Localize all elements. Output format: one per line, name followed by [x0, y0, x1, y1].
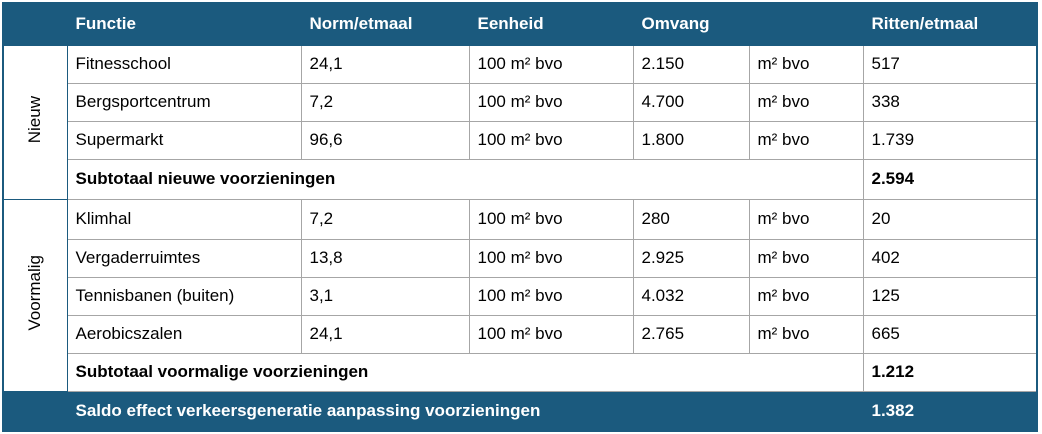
- table-cell: m² bvo: [748, 120, 864, 160]
- table-cell: 125: [862, 276, 1038, 316]
- table-cell: 100 m² bvo: [468, 314, 634, 354]
- table-cell: 280: [632, 198, 750, 240]
- total-value: 1.382: [862, 390, 1038, 432]
- table-cell: m² bvo: [748, 238, 864, 278]
- table-cell: 1.800: [632, 120, 750, 160]
- table-cell: 338: [862, 82, 1038, 122]
- table-row: Nieuw Fitnesschool 24,1 100 m² bvo 2.150 m² b…: [2, 44, 1038, 200]
- table-cell: m² bvo: [748, 198, 864, 240]
- table-cell: 100 m² bvo: [468, 198, 634, 240]
- table-cell: 100 m² bvo: [468, 276, 634, 316]
- table-cell: 96,6: [300, 120, 470, 160]
- table-row: Subtotaal nieuwe voorzieningen 2.594: [3, 158, 1038, 200]
- table-cell: m² bvo: [748, 276, 864, 316]
- table-row: Tennisbanen (buiten) 3,1 100 m² bvo 4.032 m²…: [3, 276, 1038, 316]
- table-cell: 665: [862, 314, 1038, 354]
- table-cell: Klimhal: [66, 198, 302, 240]
- header-cell: Omvang: [632, 2, 864, 46]
- group-label: Nieuw: [25, 95, 45, 144]
- table-cell: 24,1: [300, 44, 470, 84]
- table-cell: 402: [862, 238, 1038, 278]
- subtotal-value: 2.594: [862, 158, 1038, 200]
- subtotal-label: Subtotaal nieuwe voorzieningen: [66, 158, 864, 200]
- table-row: Functie Norm/etmaal Eenheid Omvang Ritten/et…: [2, 2, 1038, 46]
- table-cell: 3,1: [300, 276, 470, 316]
- table-cell: 2.925: [632, 238, 750, 278]
- table-row: Saldo effect verkeersgeneratie aanpassin…: [2, 390, 1038, 432]
- table-row: Bergsportcentrum 7,2 100 m² bvo 4.700 m² bvo…: [3, 82, 1038, 122]
- table-row: Subtotaal voormalige voorzieningen 1.212: [3, 352, 1038, 392]
- table-cell: 100 m² bvo: [468, 82, 634, 122]
- header-cell: Functie: [66, 2, 302, 46]
- group-label-cell: Voormalig: [2, 198, 68, 392]
- table-cell: m² bvo: [748, 82, 864, 122]
- total-label: Saldo effect verkeersgeneratie aanpassin…: [66, 390, 864, 432]
- table-cell: 100 m² bvo: [468, 120, 634, 160]
- subtotal-value: 1.212: [862, 352, 1038, 392]
- table-cell: 100 m² bvo: [468, 44, 634, 84]
- table-cell: m² bvo: [748, 314, 864, 354]
- table-cell: 2.150: [632, 44, 750, 84]
- table-row: Voormalig Klimhal 7,2 100 m² bvo 280 m² bvo 20: [2, 198, 1038, 392]
- header-corner: [2, 2, 68, 46]
- table-cell: 4.700: [632, 82, 750, 122]
- total-corner: [2, 390, 68, 432]
- group-label: Voormalig: [25, 254, 45, 331]
- table-cell: 4.032: [632, 276, 750, 316]
- table-cell: m² bvo: [748, 44, 864, 84]
- table-cell: Supermarkt: [66, 120, 302, 160]
- table-cell: Bergsportcentrum: [66, 82, 302, 122]
- table-cell: 517: [862, 44, 1038, 84]
- table-cell: Aerobicszalen: [66, 314, 302, 354]
- table-cell: 7,2: [300, 82, 470, 122]
- table-cell: Vergaderruimtes: [66, 238, 302, 278]
- table-cell: Fitnesschool: [66, 44, 302, 84]
- header-cell: Ritten/etmaal: [862, 2, 1038, 46]
- subtotal-label: Subtotaal voormalige voorzieningen: [66, 352, 864, 392]
- table-cell: 20: [862, 198, 1038, 240]
- table-cell: Tennisbanen (buiten): [66, 276, 302, 316]
- table-row: Vergaderruimtes 13,8 100 m² bvo 2.925 m² bvo…: [3, 238, 1038, 278]
- table-cell: 7,2: [300, 198, 470, 240]
- table-row: Supermarkt 96,6 100 m² bvo 1.800 m² bvo 1.739: [3, 120, 1038, 160]
- table-cell: 1.739: [862, 120, 1038, 160]
- table-cell: 2.765: [632, 314, 750, 354]
- header-cell: Eenheid: [468, 2, 634, 46]
- table-cell: 100 m² bvo: [468, 238, 634, 278]
- header-cell: Norm/etmaal: [300, 2, 470, 46]
- table-cell: 24,1: [300, 314, 470, 354]
- group-label-cell: Nieuw: [2, 44, 68, 200]
- table-cell: 13,8: [300, 238, 470, 278]
- table-row: Aerobicszalen 24,1 100 m² bvo 2.765 m² bvo 66…: [3, 314, 1038, 354]
